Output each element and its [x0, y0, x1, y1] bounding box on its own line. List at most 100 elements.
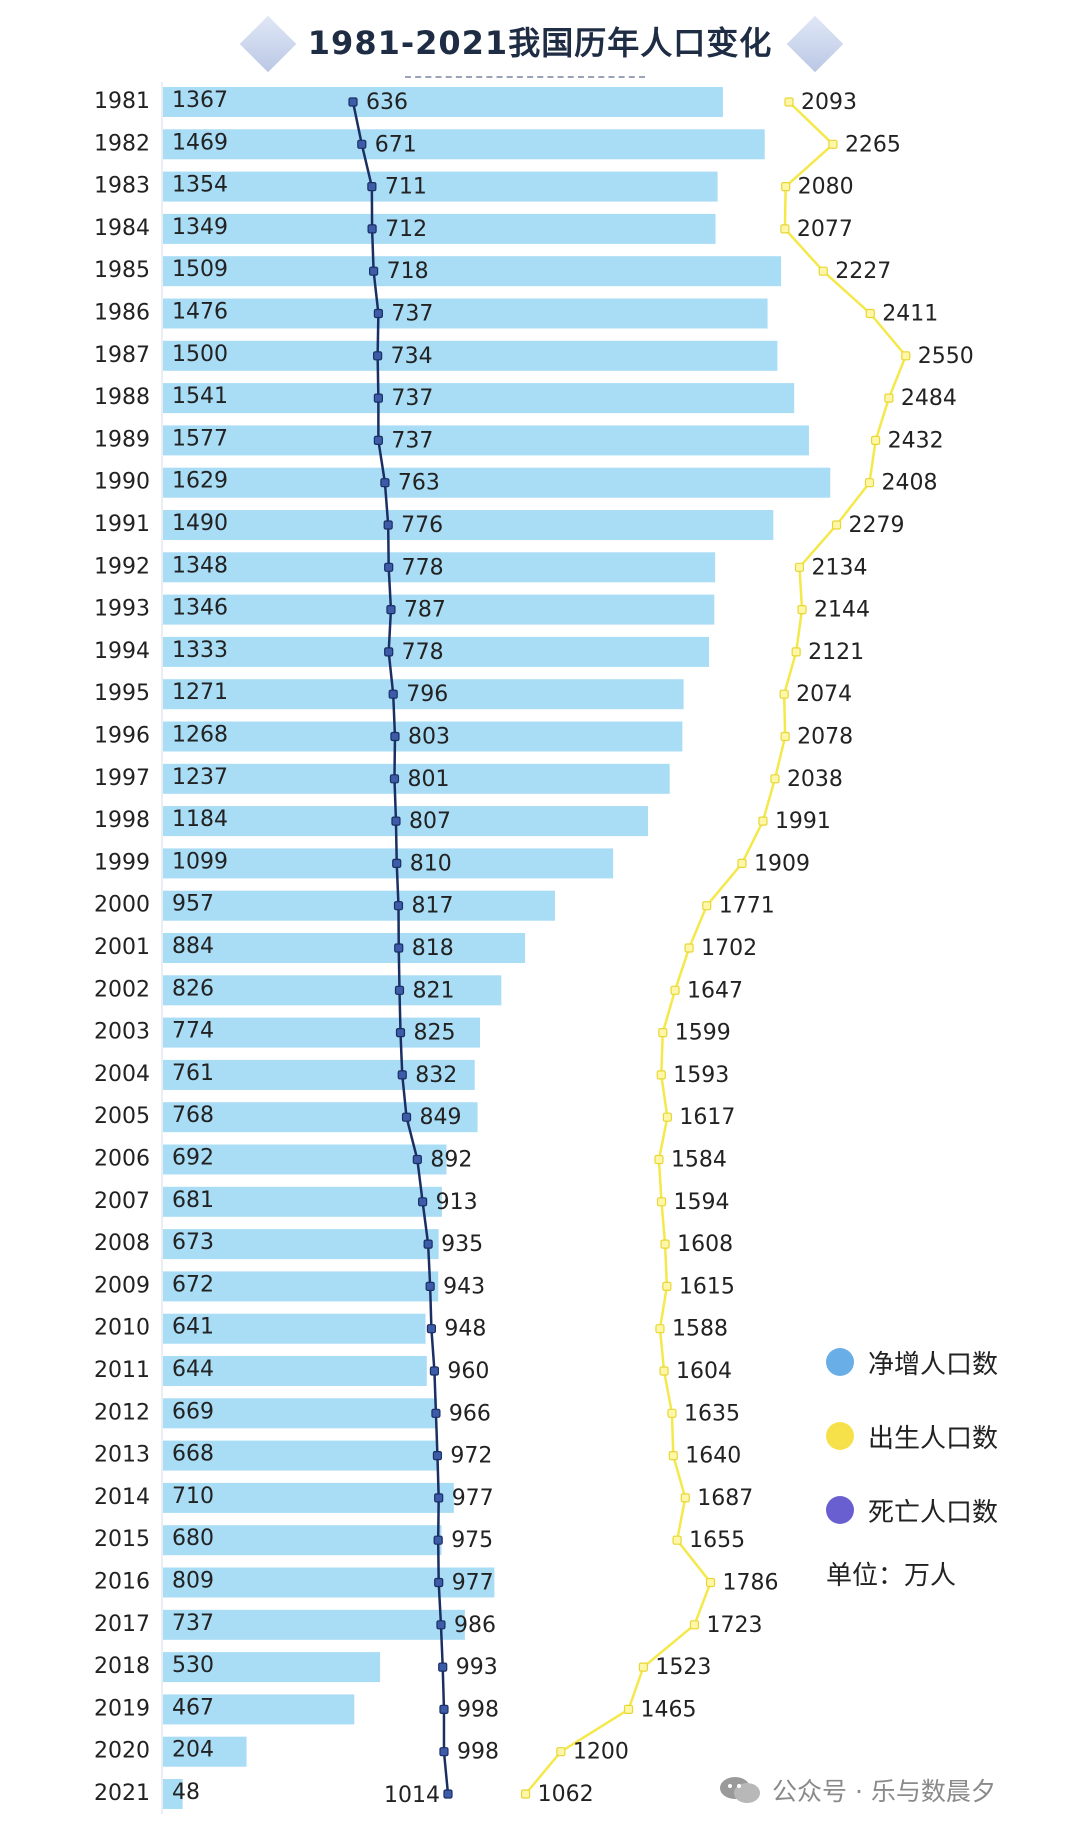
- net-growth-data-label: 1367: [172, 88, 228, 113]
- death-data-label: 849: [420, 1105, 462, 1130]
- death-point: [380, 478, 390, 488]
- birth-point: [705, 1577, 716, 1588]
- death-point: [386, 604, 396, 615]
- birth-point: [865, 308, 875, 319]
- birth-data-label: 2134: [811, 555, 867, 580]
- net-growth-bar: [163, 1102, 478, 1133]
- net-growth-data-label: 1476: [172, 300, 228, 325]
- net-growth-bar: [163, 340, 778, 371]
- net-growth-data-label: 1271: [172, 680, 228, 705]
- death-data-label: 671: [375, 132, 417, 157]
- death-point: [439, 1704, 449, 1715]
- net-growth-data-label: 884: [172, 934, 214, 959]
- net-growth-bar: [163, 890, 555, 921]
- year-tick-label: 1985: [94, 258, 150, 283]
- death-data-label: 778: [402, 640, 444, 665]
- net-growth-bar: [163, 1652, 381, 1683]
- year-tick-label: 1995: [94, 681, 150, 706]
- death-data-label: 737: [391, 302, 433, 327]
- death-point: [390, 731, 400, 742]
- birth-data-label: 2038: [787, 767, 843, 792]
- year-tick-label: 2001: [94, 935, 150, 960]
- net-growth-bar: [163, 1017, 481, 1048]
- net-growth-data-label: 1509: [172, 257, 228, 282]
- birth-point: [672, 1535, 682, 1545]
- net-growth-data-label: 467: [172, 1695, 214, 1720]
- birth-point: [660, 1239, 670, 1249]
- death-point: [392, 858, 402, 869]
- legend-item-deaths: 死亡人口数: [826, 1473, 998, 1547]
- net-growth-bar: [163, 298, 768, 329]
- birth-point: [758, 816, 768, 826]
- birth-point: [781, 182, 791, 192]
- title-underline: [405, 76, 645, 78]
- birth-point: [794, 562, 805, 572]
- birth-data-label: 1599: [675, 1021, 731, 1046]
- year-tick-label: 2006: [94, 1147, 150, 1172]
- net-growth-bar: [163, 467, 831, 498]
- birth-data-label: 1771: [719, 894, 775, 919]
- net-growth-data-label: 1354: [172, 173, 228, 198]
- net-growth-data-label: 48: [172, 1780, 200, 1805]
- year-tick-label: 2018: [94, 1654, 150, 1679]
- death-data-label: 803: [408, 725, 450, 750]
- birth-point: [655, 1324, 665, 1334]
- watermark-text: 公众号 · 乐与数晨夕: [772, 1777, 996, 1806]
- death-data-label: 734: [391, 344, 433, 369]
- net-growth-data-label: 668: [172, 1442, 214, 1467]
- net-growth-data-label: 692: [172, 1146, 214, 1171]
- birth-point: [658, 1027, 668, 1038]
- net-growth-bar: [163, 1736, 247, 1767]
- death-data-label: 998: [457, 1740, 499, 1765]
- net-growth-data-label: 1237: [172, 765, 228, 790]
- year-tick-label: 1989: [94, 427, 150, 452]
- death-data-label: 737: [391, 428, 433, 453]
- death-point: [394, 943, 404, 953]
- net-growth-bar: [163, 425, 809, 456]
- labels-layer: 1981 1367 1982 1469 1983 1354 1984 1349 1985 1509…: [94, 88, 974, 1808]
- net-growth-bar: [163, 1313, 426, 1344]
- birth-point: [737, 858, 747, 869]
- year-tick-label: 1986: [94, 301, 150, 326]
- death-data-label: 796: [406, 682, 448, 707]
- birth-data-label: 1702: [701, 936, 757, 961]
- net-growth-bar: [163, 510, 774, 540]
- net-growth-bar: [163, 636, 709, 667]
- net-growth-bar: [163, 806, 648, 837]
- death-data-label: 718: [387, 259, 429, 284]
- net-growth-bar: [163, 721, 683, 752]
- year-tick-label: 2013: [94, 1443, 150, 1468]
- year-tick-label: 1990: [94, 470, 150, 495]
- net-growth-bar: [163, 1779, 183, 1809]
- birth-point: [871, 435, 881, 445]
- year-tick-label: 2016: [94, 1570, 150, 1595]
- death-point: [425, 1281, 435, 1292]
- net-growth-data-label: 681: [172, 1188, 214, 1213]
- year-tick-label: 2020: [94, 1739, 150, 1764]
- birth-data-label: 2265: [845, 132, 901, 157]
- year-tick-label: 1983: [94, 174, 150, 199]
- net-growth-data-label: 669: [172, 1399, 214, 1424]
- net-growth-bar: [163, 1482, 454, 1513]
- death-point: [384, 562, 394, 572]
- legend-births-dot-icon: [826, 1422, 854, 1450]
- birth-data-label: 2074: [796, 682, 852, 707]
- birth-point: [689, 1620, 700, 1630]
- birth-data-label: 2093: [801, 90, 857, 115]
- net-growth-bar: [163, 213, 716, 244]
- birth-point: [797, 604, 807, 615]
- death-data-label: 986: [454, 1613, 496, 1638]
- death-data-label: 892: [430, 1148, 472, 1173]
- birth-point: [818, 266, 828, 276]
- death-point: [436, 1620, 446, 1630]
- birth-data-label: 1604: [676, 1359, 732, 1384]
- death-data-label: 960: [447, 1359, 489, 1384]
- death-point: [357, 139, 367, 149]
- net-growth-data-label: 761: [172, 1061, 214, 1086]
- year-tick-label: 2000: [94, 893, 150, 918]
- birth-data-label: 1615: [679, 1274, 735, 1299]
- death-data-label: 787: [404, 598, 446, 623]
- year-tick-label: 2019: [94, 1696, 150, 1721]
- legend-deaths-label: 死亡人口数: [868, 1497, 999, 1528]
- birth-data-label: 2121: [808, 640, 864, 665]
